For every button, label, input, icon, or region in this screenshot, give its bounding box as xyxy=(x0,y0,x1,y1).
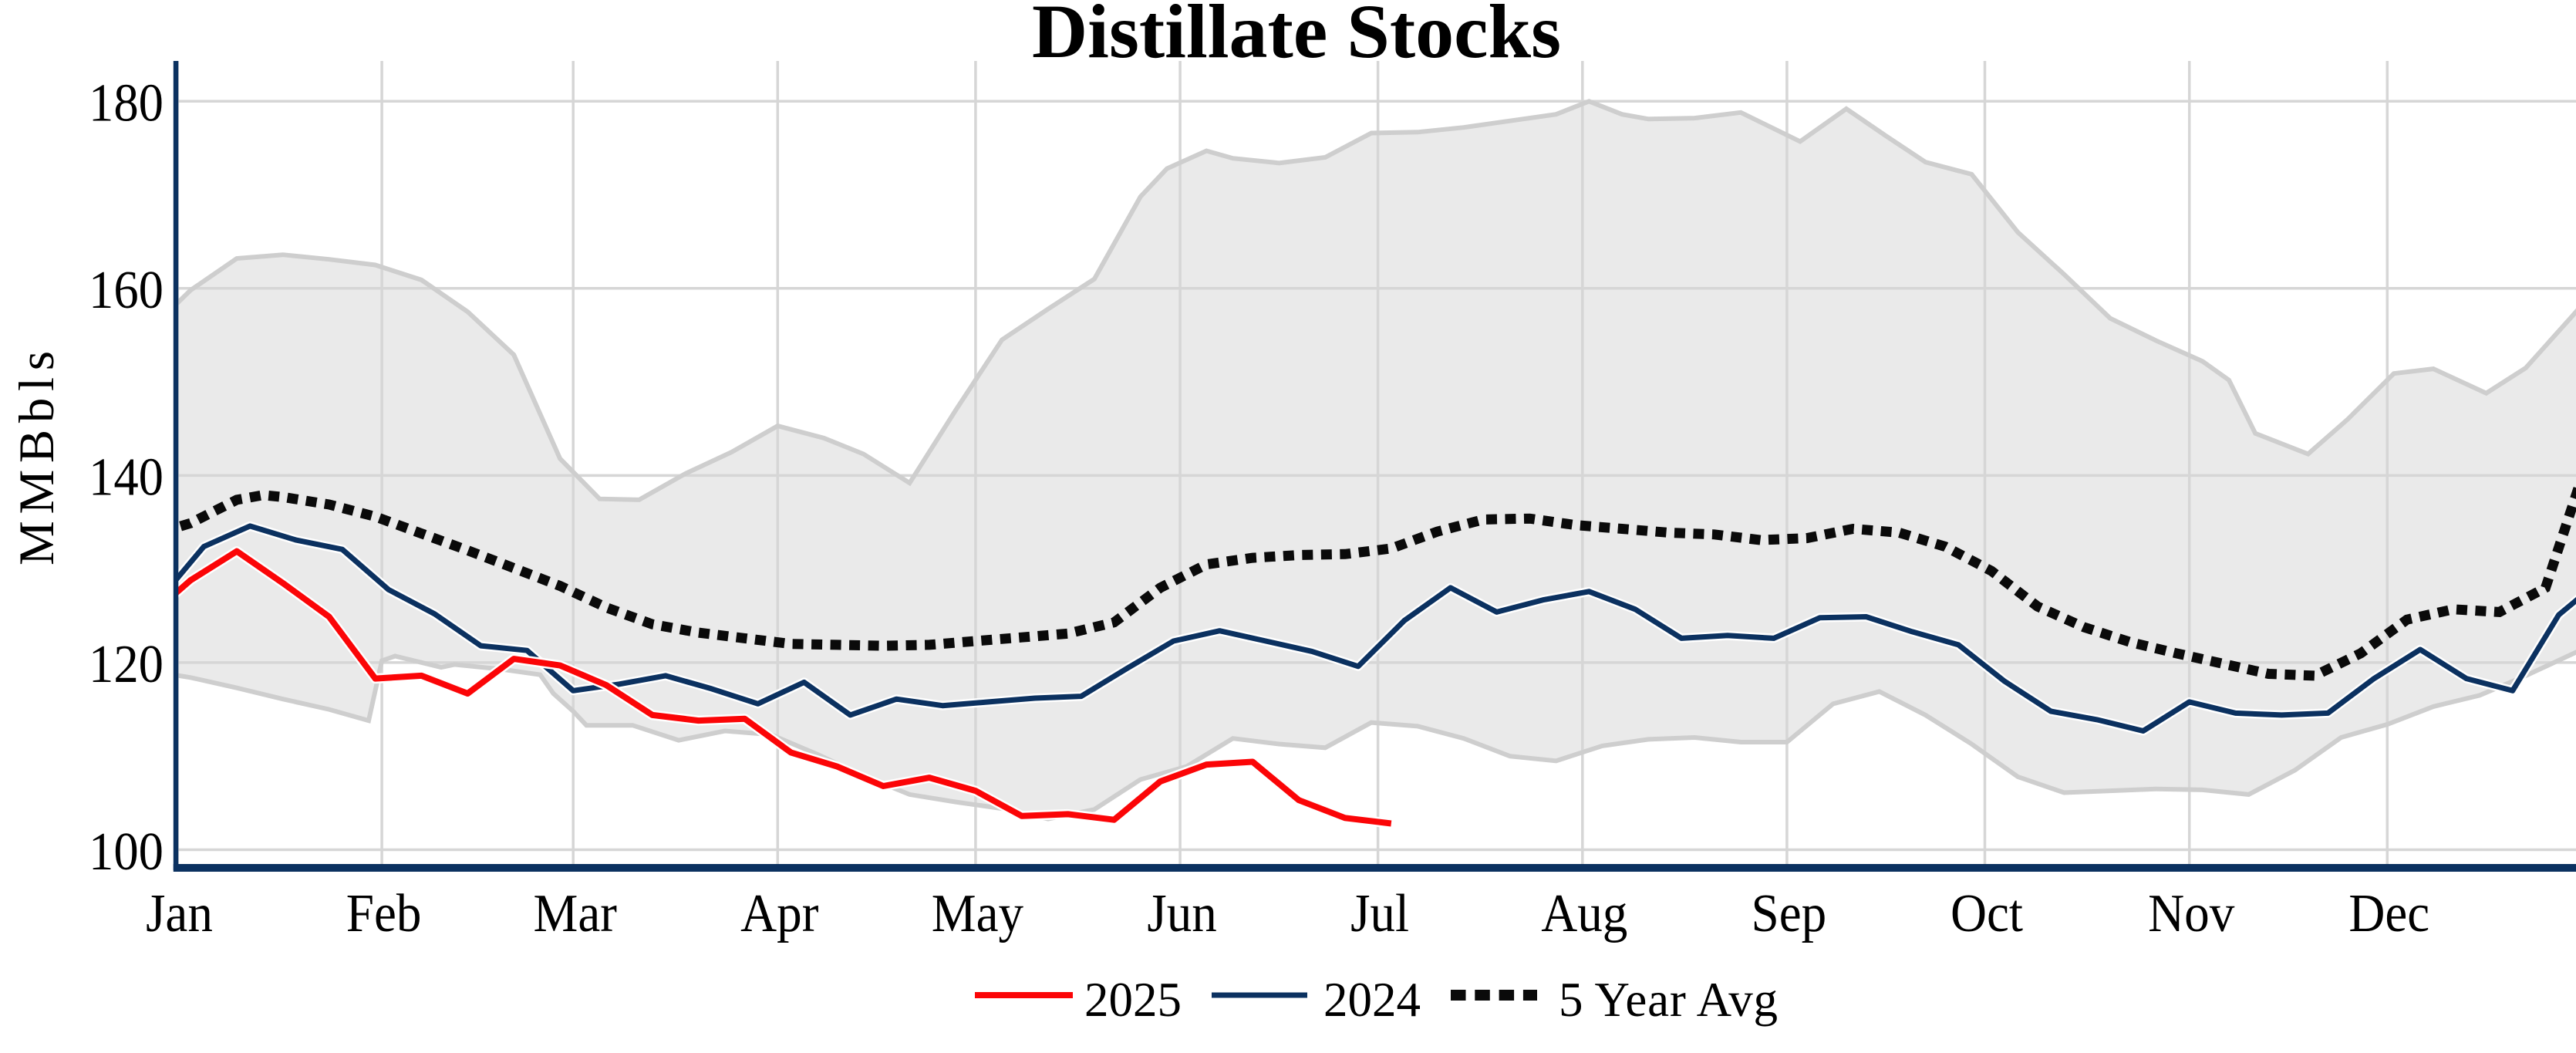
svg-text:140: 140 xyxy=(89,448,164,508)
svg-text:2024: 2024 xyxy=(1323,973,1421,1027)
svg-text:May: May xyxy=(932,884,1023,943)
svg-text:120: 120 xyxy=(89,635,164,694)
svg-text:Mar: Mar xyxy=(534,884,617,943)
svg-text:Dec: Dec xyxy=(2348,884,2429,943)
svg-text:5 Year Avg: 5 Year Avg xyxy=(1559,973,1778,1027)
svg-text:160: 160 xyxy=(89,261,164,320)
svg-text:Jan: Jan xyxy=(146,884,213,943)
svg-text:Distillate Stocks: Distillate Stocks xyxy=(1032,0,1561,74)
svg-text:Oct: Oct xyxy=(1951,884,2024,943)
svg-text:180: 180 xyxy=(89,74,164,133)
svg-text:Jul: Jul xyxy=(1350,884,1409,943)
svg-text:Aug: Aug xyxy=(1541,884,1627,943)
svg-text:100: 100 xyxy=(89,822,164,882)
svg-text:Nov: Nov xyxy=(2148,884,2234,943)
svg-text:Sep: Sep xyxy=(1752,884,1827,943)
svg-text:MMBbls: MMBbls xyxy=(9,351,65,565)
svg-text:Jun: Jun xyxy=(1147,884,1216,943)
svg-text:Apr: Apr xyxy=(740,884,818,943)
svg-text:2025: 2025 xyxy=(1084,973,1182,1027)
svg-text:Feb: Feb xyxy=(346,884,422,943)
